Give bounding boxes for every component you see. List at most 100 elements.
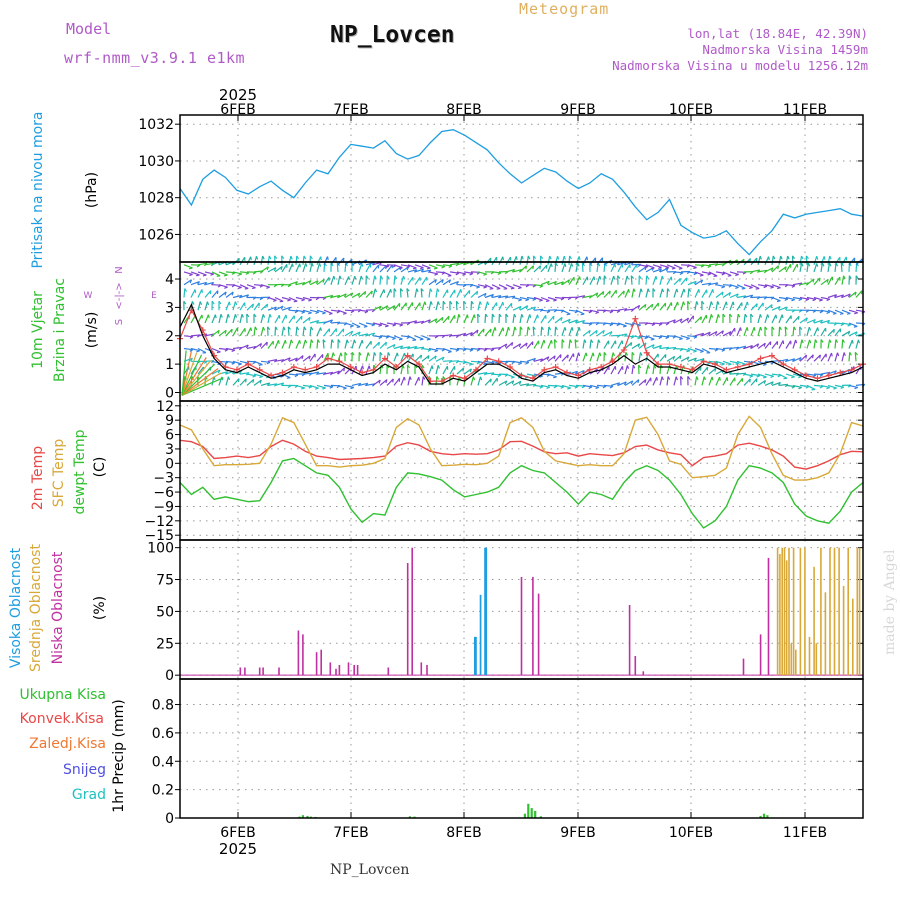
cloud-bar-niska <box>532 577 534 676</box>
wind-arrow-head <box>402 364 405 369</box>
wind-arrow-head <box>811 388 816 391</box>
wind-arrow-head <box>293 300 298 303</box>
wind-arrow <box>645 335 655 340</box>
wind-arrow <box>736 284 746 289</box>
wind-arrow <box>596 352 601 362</box>
wind-arrow <box>736 302 743 311</box>
wind-arrow <box>631 335 641 338</box>
wind-speed-point <box>450 372 457 379</box>
wind-arrow <box>799 339 803 349</box>
wind-arrow <box>323 294 333 299</box>
wind-arrow <box>820 278 829 286</box>
precip-bar <box>301 815 304 818</box>
wind-arrow-head <box>189 273 193 277</box>
wind-arrow <box>393 345 403 350</box>
wind-arrow-head <box>441 265 446 269</box>
wind-arrow-head <box>224 286 228 289</box>
wind-arrow <box>806 296 816 300</box>
y-tick-label: 1032 <box>138 117 174 133</box>
wind-arrow-head <box>392 324 397 327</box>
wind-arrow-head <box>455 272 460 276</box>
wind-arrow-head <box>744 313 748 318</box>
wind-arrow <box>827 339 831 349</box>
wind-arrow-head <box>301 299 305 302</box>
wind-arrow-head <box>756 303 758 308</box>
wind-arrow <box>302 384 312 388</box>
wind-arrow <box>449 347 459 351</box>
wind-arrow <box>624 264 631 273</box>
wind-arrow <box>652 376 658 386</box>
wind-arrow-head <box>621 340 624 345</box>
wind-arrow-head <box>328 312 333 315</box>
wind-arrow <box>666 302 672 311</box>
wind-arrow <box>750 373 760 377</box>
y-tick-label: −9 <box>153 499 174 515</box>
wind-arrow-head <box>238 363 242 366</box>
wind-arrow-head <box>371 262 376 266</box>
wind-arrow <box>406 288 409 298</box>
wind-arrow-head <box>651 304 654 308</box>
wind-arrow <box>288 373 298 376</box>
wind-arrow <box>365 290 373 298</box>
wind-arrow-head <box>517 287 522 290</box>
wind-arrow-head <box>567 279 571 284</box>
wind-arrow-head <box>490 348 495 352</box>
wind-arrow-head <box>650 267 655 270</box>
wind-arrow-head <box>539 375 544 378</box>
wind-arrow-head <box>854 312 858 315</box>
wind-arrow-head <box>777 382 781 386</box>
wind-arrow <box>470 301 473 311</box>
wind-speed-point <box>700 358 707 365</box>
wind-arrow-head <box>762 376 767 379</box>
wind-arrow <box>239 302 246 311</box>
wind-arrow <box>372 335 382 338</box>
wind-arrow-head <box>259 375 263 379</box>
wind-arrow-head <box>477 313 481 318</box>
wind-arrow <box>498 380 508 386</box>
wind-arrow-head <box>510 376 515 379</box>
wind-speed-point <box>712 361 719 368</box>
wind-arrow-head <box>379 351 383 356</box>
wind-arrow <box>708 271 718 277</box>
wind-arrow <box>603 331 613 337</box>
wind-arrow <box>729 346 739 350</box>
wind-arrow <box>820 256 825 266</box>
wind-arrow-head <box>560 317 563 321</box>
x-tick-label-top: 8FEB <box>446 102 481 118</box>
precip-legend-0: Ukupna Kisa <box>19 687 106 703</box>
wind-arrow <box>386 322 396 326</box>
wind-arrow-head <box>504 380 508 385</box>
wind-arrow <box>337 384 347 389</box>
wind-arrow-head <box>644 265 649 269</box>
wind-arrow <box>799 255 803 265</box>
wind-arrow <box>792 357 802 362</box>
wind-arrow <box>379 322 389 327</box>
wind-arrow <box>309 309 319 313</box>
wind-arrow-head <box>412 267 417 270</box>
wind-arrow-head <box>781 314 784 319</box>
wind-arrow-head <box>378 305 382 310</box>
wind-arrow-head <box>595 330 598 334</box>
wind-arrow-head <box>840 386 845 390</box>
wind-arrow-head <box>315 387 319 390</box>
wind-arrow-head <box>710 314 714 318</box>
wind-arrow-head <box>374 275 377 280</box>
wind-arrow <box>386 305 396 311</box>
wind-arrow-head <box>420 267 424 270</box>
wind-arrow <box>484 313 487 324</box>
wind-arrow-head <box>350 325 354 328</box>
wind-arrow <box>630 275 633 285</box>
wind-arrow-head <box>303 255 307 260</box>
wind-arrow-head <box>244 287 249 290</box>
wind-arrow <box>575 309 585 315</box>
wind-arrow <box>302 309 312 314</box>
wind-arrow-head <box>580 313 585 316</box>
wind-arrow <box>323 319 333 324</box>
panel-frame <box>179 114 864 263</box>
wind-arrow-head <box>791 385 796 389</box>
wind-arrow-head <box>400 288 404 292</box>
wind-arrow-head <box>661 376 664 381</box>
wind-arrow-head <box>280 305 284 310</box>
wind-arrow <box>533 373 543 377</box>
wind-arrow <box>400 275 405 285</box>
